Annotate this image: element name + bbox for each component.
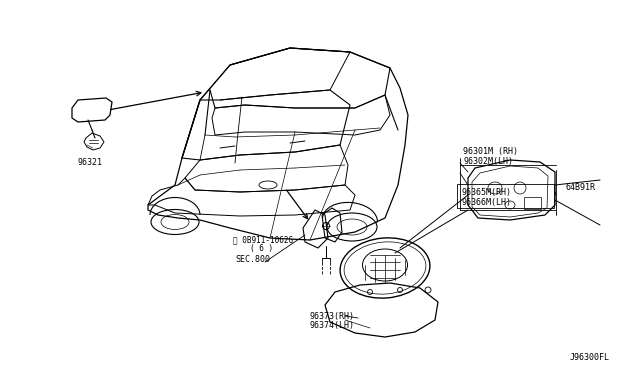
- Text: Ⓝ 0B911-1062G: Ⓝ 0B911-1062G: [233, 235, 293, 244]
- Text: 64B91R: 64B91R: [565, 183, 595, 192]
- Text: J96300FL: J96300FL: [570, 353, 610, 362]
- Text: 96321: 96321: [77, 158, 102, 167]
- Text: ( 6 ): ( 6 ): [250, 244, 273, 253]
- Text: 96302M(LH): 96302M(LH): [463, 157, 513, 166]
- Text: SEC.800: SEC.800: [235, 255, 270, 264]
- Text: 96374(LH): 96374(LH): [310, 321, 355, 330]
- Text: 96373(RH): 96373(RH): [310, 312, 355, 321]
- Text: 96366M(LH): 96366M(LH): [462, 198, 512, 207]
- Text: 96301M (RH): 96301M (RH): [463, 147, 518, 156]
- Text: 96365M(RH): 96365M(RH): [462, 188, 512, 197]
